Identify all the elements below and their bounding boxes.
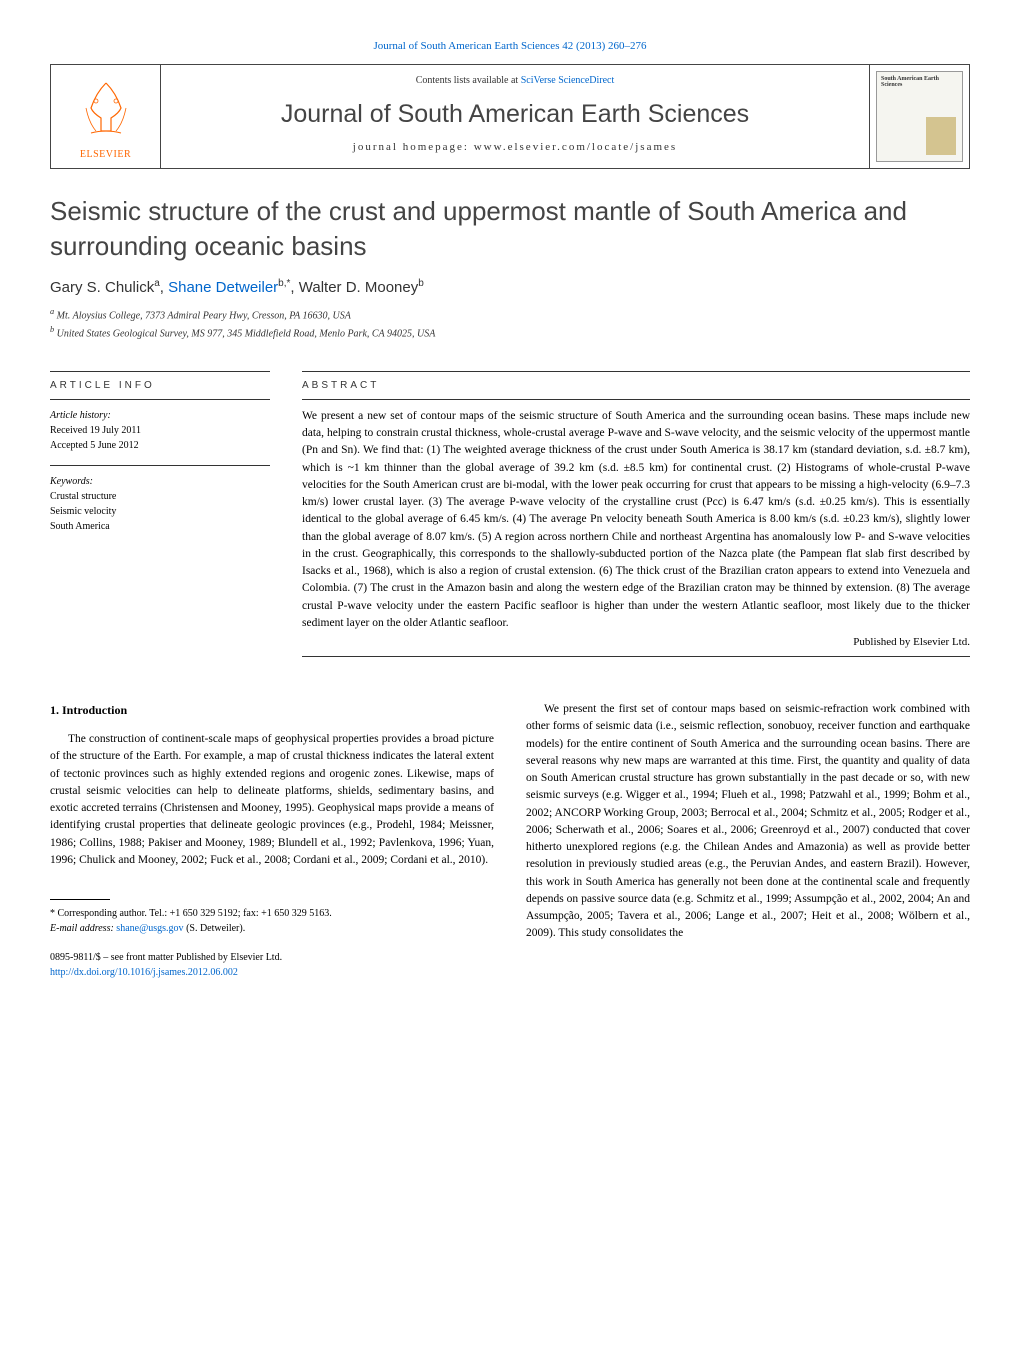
journal-reference: Journal of South American Earth Sciences… — [50, 40, 970, 52]
contents-text: Contents lists available at — [416, 75, 521, 86]
abstract-text: We present a new set of contour maps of … — [302, 408, 970, 632]
abstract-label: ABSTRACT — [302, 380, 970, 391]
divider — [50, 399, 270, 400]
publisher-name: ELSEVIER — [80, 149, 131, 160]
article-title: Seismic structure of the crust and upper… — [50, 194, 970, 264]
journal-header-box: ELSEVIER Contents lists available at Sci… — [50, 64, 970, 169]
homepage-label: journal homepage: — [353, 141, 474, 153]
header-center: Contents lists available at SciVerse Sci… — [161, 65, 869, 168]
affiliation-a: Mt. Aloysius College, 7373 Admiral Peary… — [57, 311, 351, 322]
email-link[interactable]: shane@usgs.gov — [116, 923, 183, 934]
author-1-affil: a — [154, 278, 160, 289]
body-columns: 1. Introduction The construction of cont… — [50, 701, 970, 980]
keywords-label: Keywords: — [50, 474, 270, 489]
affiliations: a Mt. Aloysius College, 7373 Admiral Pea… — [50, 306, 970, 341]
journal-cover-thumbnail: South American Earth Sciences — [876, 71, 963, 162]
divider — [302, 399, 970, 400]
divider — [302, 656, 970, 657]
cover-map-icon — [926, 117, 956, 155]
received-date: Received 19 July 2011 — [50, 423, 270, 438]
divider — [50, 371, 270, 372]
intro-paragraph-2: We present the first set of contour maps… — [526, 701, 970, 943]
email-suffix: (S. Detweiler). — [184, 923, 246, 934]
author-3-affil: b — [418, 278, 424, 289]
journal-homepage: journal homepage: www.elsevier.com/locat… — [181, 141, 849, 153]
journal-cover-box: South American Earth Sciences — [869, 65, 969, 168]
history-label: Article history: — [50, 408, 270, 423]
email-label: E-mail address: — [50, 923, 116, 934]
keyword-1: Crustal structure — [50, 489, 270, 504]
article-info-column: ARTICLE INFO Article history: Received 1… — [50, 363, 270, 665]
footnote-divider — [50, 899, 110, 900]
column-right: We present the first set of contour maps… — [526, 701, 970, 980]
contents-available-line: Contents lists available at SciVerse Sci… — [181, 75, 849, 86]
keyword-3: South America — [50, 519, 270, 534]
authors-line: Gary S. Chulicka, Shane Detweilerb,*, Wa… — [50, 278, 970, 296]
elsevier-tree-icon — [71, 73, 141, 143]
journal-name: Journal of South American Earth Sciences — [181, 100, 849, 129]
homepage-url[interactable]: www.elsevier.com/locate/jsames — [474, 141, 677, 153]
author-1: Gary S. Chulick — [50, 279, 154, 296]
author-2: Shane Detweiler — [168, 279, 278, 296]
abstract-column: ABSTRACT We present a new set of contour… — [302, 363, 970, 665]
column-left: 1. Introduction The construction of cont… — [50, 701, 494, 980]
published-by: Published by Elsevier Ltd. — [302, 636, 970, 648]
sciencedirect-link[interactable]: SciVerse ScienceDirect — [521, 75, 615, 86]
author-2-affil: b,* — [278, 278, 290, 289]
doi-link[interactable]: http://dx.doi.org/10.1016/j.jsames.2012.… — [50, 965, 494, 980]
cover-title: South American Earth Sciences — [877, 72, 962, 92]
corresponding-author-footnote: * Corresponding author. Tel.: +1 650 329… — [50, 906, 494, 921]
article-info-label: ARTICLE INFO — [50, 380, 270, 391]
intro-paragraph-1: The construction of continent-scale maps… — [50, 731, 494, 869]
keyword-2: Seismic velocity — [50, 504, 270, 519]
email-footnote: E-mail address: shane@usgs.gov (S. Detwe… — [50, 921, 494, 936]
publisher-logo-box: ELSEVIER — [51, 65, 161, 168]
affiliation-b: United States Geological Survey, MS 977,… — [57, 328, 436, 339]
copyright-line: 0895-9811/$ – see front matter Published… — [50, 950, 494, 965]
divider — [302, 371, 970, 372]
divider — [50, 465, 270, 466]
intro-heading: 1. Introduction — [50, 701, 494, 719]
accepted-date: Accepted 5 June 2012 — [50, 438, 270, 453]
author-3: Walter D. Mooney — [299, 279, 418, 296]
